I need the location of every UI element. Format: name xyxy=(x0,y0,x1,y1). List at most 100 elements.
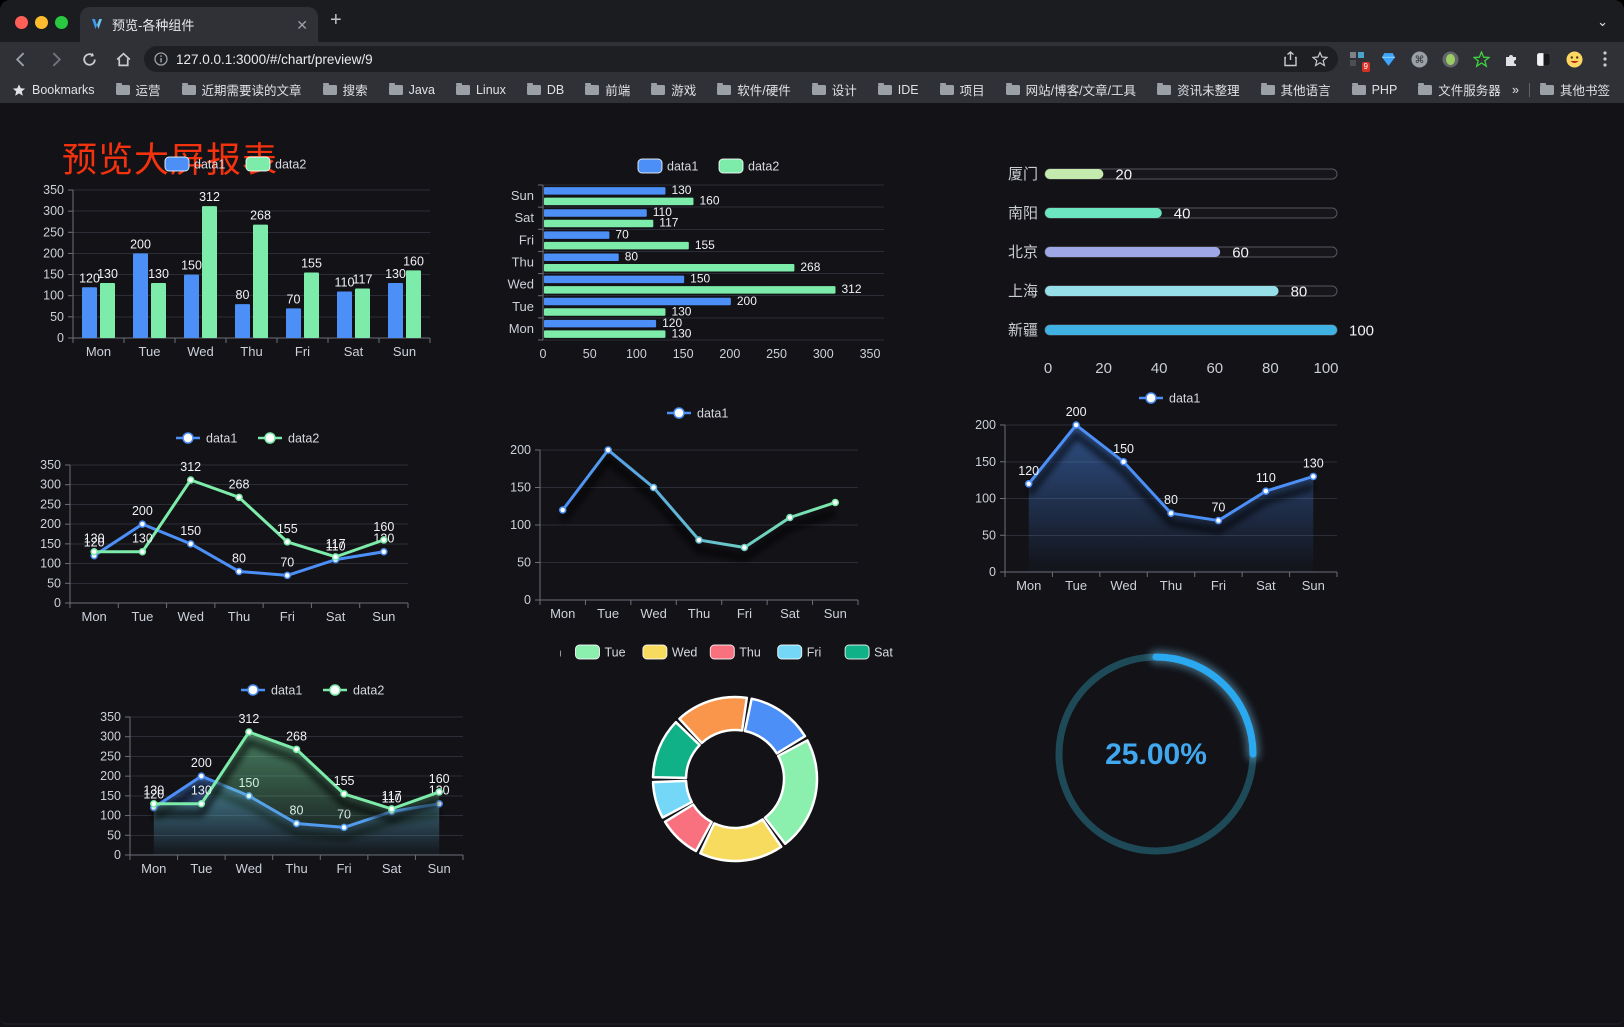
svg-text:Fri: Fri xyxy=(737,606,752,621)
extension-green-dot-icon[interactable] xyxy=(1441,50,1459,68)
progress-bar-chart-canvas[interactable]: 厦门 20 南阳 40 北京 60 上海 80 新疆 100 0 20 40 60 80 100 xyxy=(970,146,1400,396)
svg-text:50: 50 xyxy=(583,347,597,361)
svg-text:120: 120 xyxy=(84,536,105,550)
bookmark-item[interactable]: PHP xyxy=(1351,80,1397,99)
browser-tab[interactable]: 预览-各种组件 ✕ xyxy=(80,7,318,42)
extension-star-icon[interactable] xyxy=(1472,50,1490,68)
svg-text:200: 200 xyxy=(100,769,121,783)
svg-text:Fri: Fri xyxy=(336,861,351,876)
bookmark-item[interactable]: 搜索 xyxy=(322,80,368,99)
bookmark-item[interactable]: 设计 xyxy=(811,80,857,99)
svg-text:117: 117 xyxy=(659,216,678,230)
svg-text:⌘: ⌘ xyxy=(1414,55,1424,66)
bookmarks-manager[interactable]: Bookmarks xyxy=(12,83,95,97)
svg-text:50: 50 xyxy=(107,828,121,842)
new-tab-button[interactable]: + xyxy=(330,9,342,31)
home-button[interactable] xyxy=(110,46,136,72)
share-icon[interactable] xyxy=(1283,51,1298,67)
close-window-button[interactable] xyxy=(15,16,28,29)
svg-text:Fri: Fri xyxy=(280,609,295,624)
other-bookmarks[interactable]: 其他书签 xyxy=(1539,80,1610,99)
svg-text:Sun: Sun xyxy=(824,606,847,621)
dual-area-chart-canvas[interactable]: data1 data2 0 50 100 150 200 250 300 350 Mon Tue Wed… xyxy=(95,675,525,890)
bookmark-item[interactable]: 前端 xyxy=(585,80,630,99)
area-line-chart-canvas[interactable]: data1 0 50 100 150 200 Mon Tue Wed Thu Fri Sat Sun 12… xyxy=(970,386,1400,598)
svg-text:Tue: Tue xyxy=(512,299,534,314)
svg-text:Fri: Fri xyxy=(295,344,310,359)
svg-text:data1: data1 xyxy=(271,684,302,698)
svg-text:Sat: Sat xyxy=(780,606,800,621)
bookmarks-overflow-chevron[interactable]: » xyxy=(1512,82,1519,97)
bookmark-item[interactable]: 近期需要读的文章 xyxy=(181,80,302,99)
extension-emoji-icon[interactable] xyxy=(1565,50,1583,68)
svg-text:150: 150 xyxy=(40,537,61,551)
svg-text:100: 100 xyxy=(510,518,531,532)
extension-grid-icon[interactable]: 9 xyxy=(1348,50,1370,72)
svg-text:上海: 上海 xyxy=(1008,283,1038,300)
svg-text:200: 200 xyxy=(1066,405,1087,419)
bookmark-item[interactable]: 文件服务器 xyxy=(1418,80,1501,99)
back-button[interactable] xyxy=(8,46,34,72)
bookmark-item[interactable]: IDE xyxy=(877,80,919,99)
svg-text:80: 80 xyxy=(1291,284,1308,301)
svg-text:312: 312 xyxy=(199,190,220,204)
tab-strip: 预览-各种组件 ✕ + ⌄ xyxy=(0,0,1624,42)
svg-text:312: 312 xyxy=(238,712,259,726)
svg-text:250: 250 xyxy=(40,497,61,511)
folder-icon xyxy=(939,82,954,95)
bookmark-item[interactable]: 软件/硬件 xyxy=(717,80,791,99)
url-text[interactable]: 127.0.0.1:3000/#/chart/preview/9 xyxy=(176,51,373,67)
extension-puzzle-icon[interactable] xyxy=(1503,50,1521,68)
svg-text:80: 80 xyxy=(236,288,250,302)
svg-text:Thu: Thu xyxy=(228,609,250,624)
bookmark-item[interactable]: 网站/博客/文章/工具 xyxy=(1005,80,1136,99)
svg-text:Mon: Mon xyxy=(509,321,534,336)
bookmark-item[interactable]: Java xyxy=(388,80,435,99)
tab-close-icon[interactable]: ✕ xyxy=(296,16,308,33)
svg-text:300: 300 xyxy=(40,478,61,492)
svg-text:data2: data2 xyxy=(275,158,306,172)
svg-text:100: 100 xyxy=(40,557,61,571)
reload-button[interactable] xyxy=(76,46,102,72)
extension-contrast-icon[interactable] xyxy=(1534,50,1552,68)
menu-dots-icon[interactable] xyxy=(1596,50,1614,68)
address-bar[interactable]: 127.0.0.1:3000/#/chart/preview/9 xyxy=(144,46,1338,72)
bookmark-star-icon[interactable] xyxy=(1312,51,1328,67)
minimize-window-button[interactable] xyxy=(35,16,48,29)
svg-text:Wed: Wed xyxy=(1110,578,1137,593)
site-info-icon[interactable] xyxy=(154,52,168,66)
svg-text:Sat: Sat xyxy=(326,609,346,624)
forward-button[interactable] xyxy=(42,46,68,72)
tab-search-chevron-icon[interactable]: ⌄ xyxy=(1597,14,1608,29)
svg-text:北京: 北京 xyxy=(1008,244,1038,261)
bar-chart-canvas[interactable]: data1 data2 0 50 100 150 200 250 300 350 Mon Tue Wed… xyxy=(30,146,460,390)
svg-text:Wed: Wed xyxy=(187,344,214,359)
svg-text:50: 50 xyxy=(517,556,531,570)
bookmark-item[interactable]: 项目 xyxy=(939,80,985,99)
svg-text:Wed: Wed xyxy=(672,646,698,660)
svg-text:70: 70 xyxy=(280,555,294,569)
gradient-line-chart-canvas[interactable]: data1 0 50 100 150 200 Mon Tue Wed Thu Fri Sat Sun xyxy=(500,398,930,622)
svg-text:200: 200 xyxy=(737,294,757,308)
svg-text:150: 150 xyxy=(180,524,201,538)
svg-text:Sun: Sun xyxy=(1302,578,1325,593)
bookmark-item[interactable]: 其他语言 xyxy=(1260,80,1331,99)
svg-text:data1: data1 xyxy=(667,160,698,174)
svg-text:Sat: Sat xyxy=(1256,578,1276,593)
extension-command-icon[interactable]: ⌘ xyxy=(1410,50,1428,68)
svg-text:350: 350 xyxy=(40,458,61,472)
dual-line-chart-canvas[interactable]: data1 data2 0 50 100 150 200 250 300 350 Mon Tue Wed… xyxy=(30,425,460,640)
bookmark-item[interactable]: Linux xyxy=(455,80,506,99)
bookmark-item[interactable]: 游戏 xyxy=(651,80,696,99)
bookmark-item[interactable]: 资讯未整理 xyxy=(1157,80,1240,99)
svg-text:20: 20 xyxy=(1095,360,1112,377)
zoom-window-button[interactable] xyxy=(55,16,68,29)
gauge-chart-canvas[interactable]: 25.00% xyxy=(1040,634,1276,874)
bookmark-item[interactable]: 运营 xyxy=(115,80,161,99)
extension-gem-icon[interactable] xyxy=(1379,50,1397,68)
svg-text:150: 150 xyxy=(43,268,64,282)
bookmark-item[interactable]: DB xyxy=(526,80,564,99)
svg-text:130: 130 xyxy=(671,304,691,318)
